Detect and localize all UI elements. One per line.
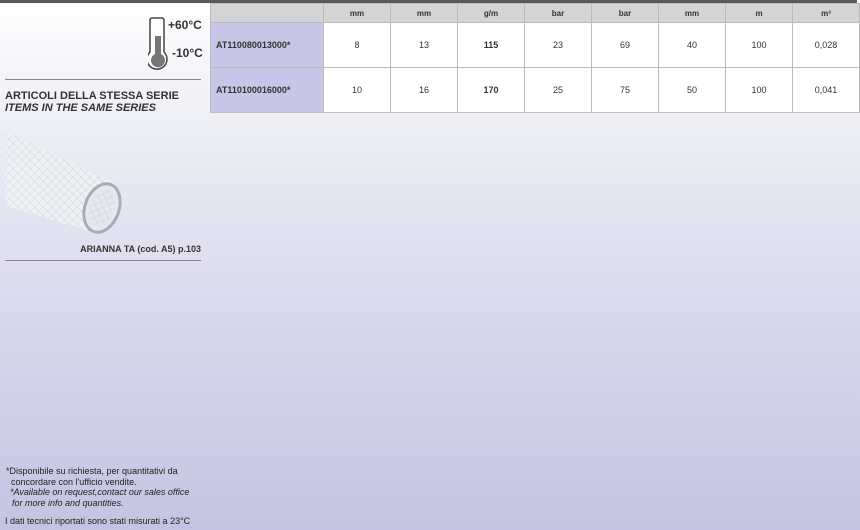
unit-cell: bar xyxy=(591,3,659,23)
unit-cell: g/m xyxy=(457,3,525,23)
thermometer-icon xyxy=(148,17,168,70)
cell: 0,041 xyxy=(792,67,860,113)
product-code: AT110100016000* xyxy=(210,67,324,113)
product-code: AT110080013000* xyxy=(210,22,324,68)
unit-cell: mm xyxy=(658,3,726,23)
footnotes: *Disponibile su richiesta, per quantitat… xyxy=(6,466,189,508)
cell: 69 xyxy=(591,22,659,68)
note-en-1: *Available on request,contact our sales … xyxy=(10,487,190,497)
cell: 100 xyxy=(725,22,793,68)
series-title-it: ARTICOLI DELLA STESSA SERIE xyxy=(5,90,179,102)
series-title-en: ITEMS IN THE SAME SERIES xyxy=(5,102,156,114)
cell: 100 xyxy=(725,67,793,113)
unit-cell: mm xyxy=(390,3,458,23)
note-it-2: concordare con l'ufficio vendite. xyxy=(11,476,137,487)
note-it-1: *Disponibile su richiesta, per quantitat… xyxy=(6,466,178,476)
cell: 25 xyxy=(524,67,592,113)
temp-max: +60°C xyxy=(168,18,202,32)
unit-cell: m xyxy=(725,3,793,23)
measurement-note: I dati tecnici riportati sono stati misu… xyxy=(5,516,191,526)
table-row: AT110080013000* 8 13 115 23 69 40 100 0,… xyxy=(210,22,860,68)
cell: 170 xyxy=(457,67,525,113)
cell: 0,028 xyxy=(792,22,860,68)
unit-cell: m³ xyxy=(792,3,860,23)
cell: 10 xyxy=(323,67,391,113)
unit-cell xyxy=(210,3,324,23)
cell: 13 xyxy=(390,22,458,68)
product-table: mm mm g/m bar bar mm m m³ AT110080013000… xyxy=(210,3,860,113)
table-header-bar xyxy=(0,0,857,3)
temp-min: -10°C xyxy=(172,46,203,60)
cell: 50 xyxy=(658,67,726,113)
unit-cell: bar xyxy=(524,3,592,23)
note-en-2: for more info and quantities. xyxy=(12,497,124,508)
cell: 8 xyxy=(323,22,391,68)
series-item-caption[interactable]: ARIANNA TA (cod. A5) p.103 xyxy=(80,244,201,254)
cell: 115 xyxy=(457,22,525,68)
table-row: AT110100016000* 10 16 170 25 75 50 100 0… xyxy=(210,67,860,113)
unit-cell: mm xyxy=(323,3,391,23)
cell: 40 xyxy=(658,22,726,68)
units-row: mm mm g/m bar bar mm m m³ xyxy=(210,3,860,23)
divider xyxy=(5,79,201,80)
divider xyxy=(5,260,201,261)
cell: 75 xyxy=(591,67,659,113)
cell: 16 xyxy=(390,67,458,113)
cell: 23 xyxy=(524,22,592,68)
hose-image xyxy=(5,131,122,234)
